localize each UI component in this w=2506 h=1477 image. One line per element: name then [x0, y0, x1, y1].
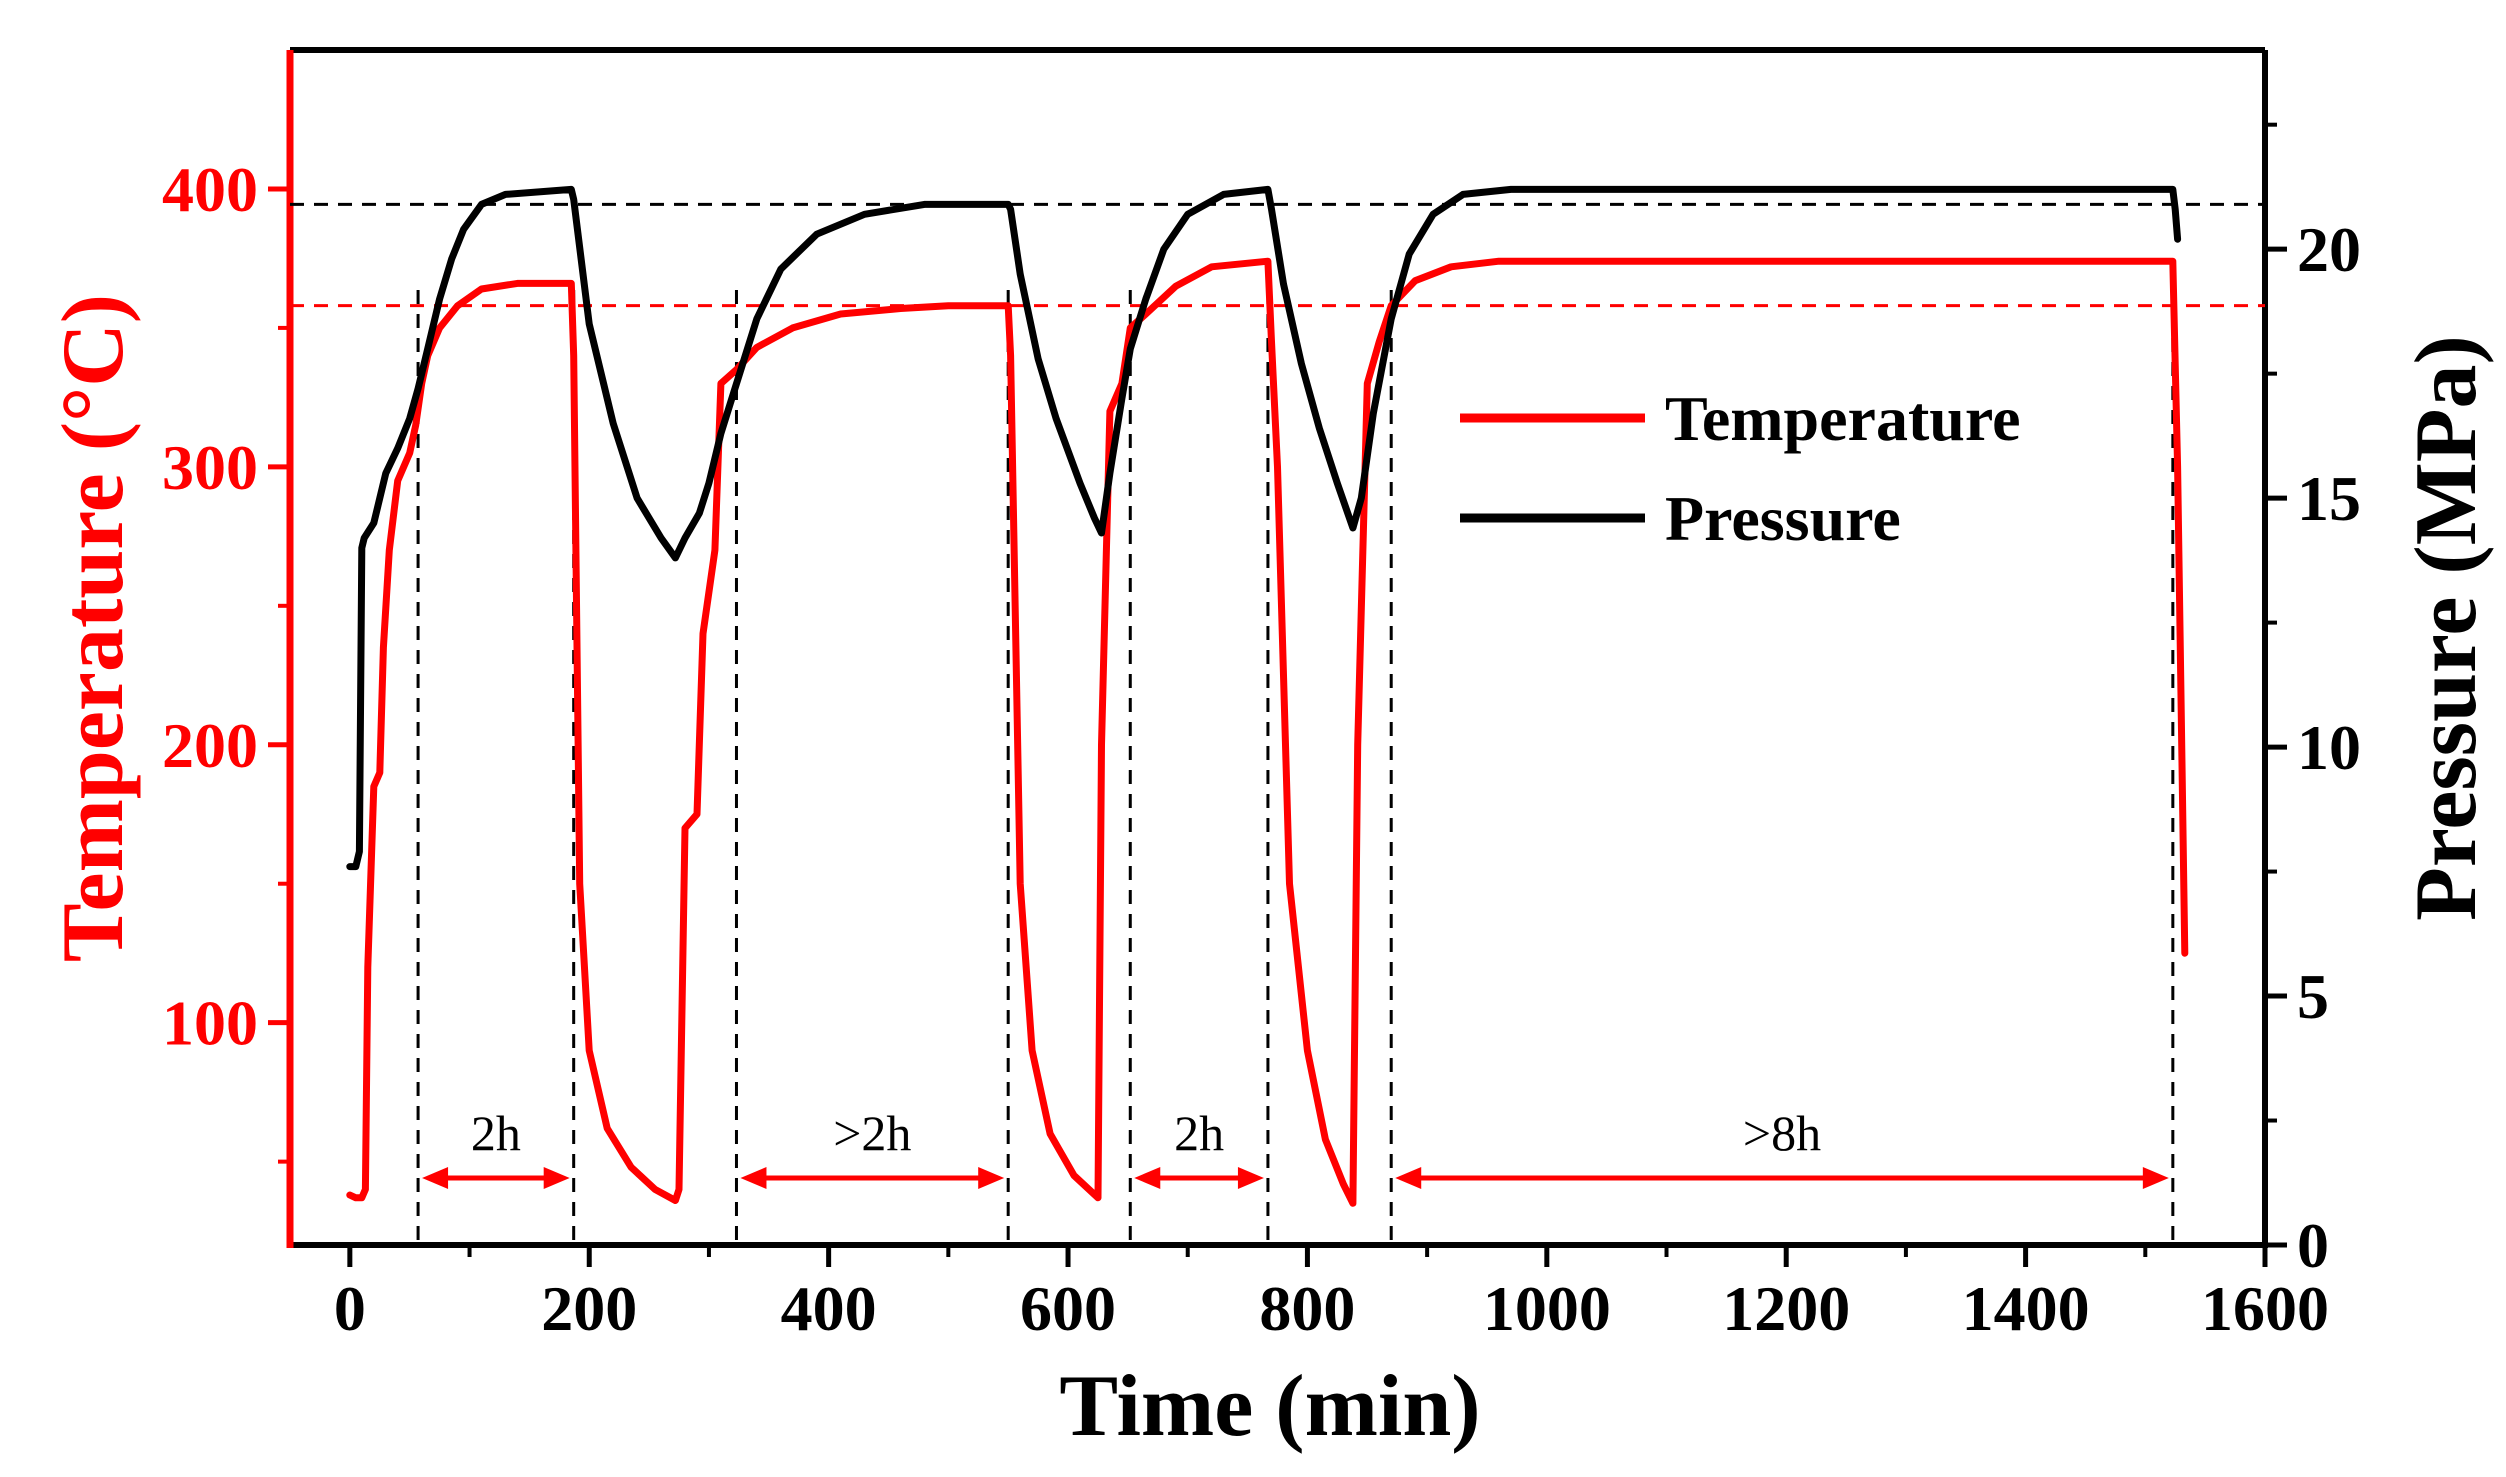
annotation-arrowhead-left-2 [1134, 1167, 1161, 1189]
x-tick-label-1200: 1200 [1722, 1273, 1850, 1344]
annotation-label-2: 2h [1174, 1105, 1224, 1161]
y-left-tick-label-200: 200 [162, 710, 258, 781]
annotation-arrowhead-right-0 [543, 1167, 570, 1189]
x-tick-label-1400: 1400 [1962, 1273, 2090, 1344]
interval-annotations: 2h >2h 2h >8h [422, 1105, 2169, 1189]
left-axis-title: Temperature (°C) [45, 294, 142, 962]
y-right-tick-label-0: 0 [2297, 1210, 2329, 1281]
series-layer [346, 185, 2189, 1207]
x-tick-label-1000: 1000 [1483, 1273, 1611, 1344]
x-axis-title: Time (min) [1059, 1358, 1480, 1455]
y-left-tick-label-400: 400 [162, 154, 258, 225]
x-tick-label-400: 400 [781, 1273, 877, 1344]
series-temperature-line [346, 257, 2189, 1207]
x-tick-label-200: 200 [541, 1273, 637, 1344]
annotation-arrowhead-right-3 [2142, 1167, 2169, 1189]
series-pressure-line [346, 185, 2182, 871]
annotation-label-3: >8h [1743, 1105, 1821, 1161]
interval-marker-lines [416, 290, 2175, 1245]
legend-pressure-label: Pressure [1665, 483, 1901, 554]
y-right-tick-label-5: 5 [2297, 961, 2329, 1032]
annotation-label-1: >2h [833, 1105, 911, 1161]
annotation-arrowhead-right-1 [978, 1167, 1005, 1189]
x-tick-label-0: 0 [334, 1273, 366, 1344]
y-left-tick-label-300: 300 [162, 432, 258, 503]
annotation-arrowhead-left-3 [1395, 1167, 1422, 1189]
x-tick-label-800: 800 [1259, 1273, 1355, 1344]
legend: Temperature Pressure [1460, 383, 2021, 554]
y-left-tick-label-100: 100 [162, 988, 258, 1059]
right-axis-title: Pressure (MPa) [2398, 335, 2495, 921]
right-axis-ticks: 0 5 10 15 20 [2265, 122, 2361, 1281]
legend-temperature-label: Temperature [1665, 383, 2021, 454]
annotation-label-0: 2h [471, 1105, 521, 1161]
annotation-arrowhead-right-2 [1237, 1167, 1264, 1189]
y-right-tick-label-15: 15 [2297, 463, 2361, 534]
x-tick-label-600: 600 [1020, 1273, 1116, 1344]
y-right-tick-label-20: 20 [2297, 214, 2361, 285]
x-axis-ticks: 0 200 400 600 800 1000 1200 1400 1600 [334, 1245, 2329, 1344]
reference-lines [290, 202, 2265, 308]
y-right-tick-label-10: 10 [2297, 712, 2361, 783]
annotation-arrowhead-left-1 [740, 1167, 767, 1189]
left-axis-ticks: 100 200 300 400 [162, 154, 290, 1164]
x-tick-label-1600: 1600 [2201, 1273, 2329, 1344]
annotation-arrowhead-left-0 [422, 1167, 449, 1189]
